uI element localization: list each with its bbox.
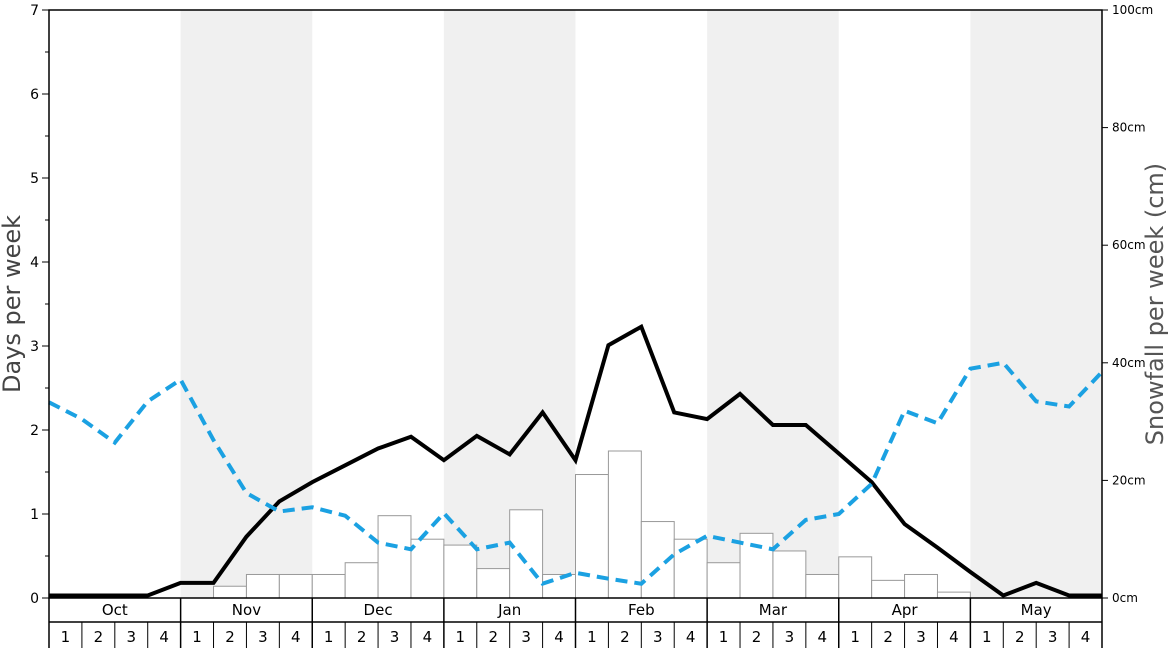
month-label-may: May (1021, 601, 1052, 619)
snowfall-bar (213, 585, 247, 599)
left-tick-label: 1 (30, 507, 39, 523)
month-shade-nov (180, 10, 313, 598)
solid-trend-line (49, 323, 1102, 598)
month-week-table: Oct 1 2 3 4 Nov 1 2 3 4 Dec 1 2 3 4 Jan 1 2 3 4 Feb 1 2 3 4 Mar 1 2… (48, 598, 1103, 648)
snowfall-bar (443, 544, 478, 599)
right-tick-label: 40cm (1112, 356, 1146, 370)
week-label: 3 (126, 628, 136, 646)
month-label-dec: Dec (364, 601, 393, 619)
snowfall-bar (673, 538, 708, 599)
left-axis-label: Days per week (0, 215, 26, 393)
week-label: 4 (423, 628, 433, 646)
snowfall-bar (871, 579, 906, 599)
week-label: 1 (850, 628, 860, 646)
week-label: 1 (61, 628, 71, 646)
left-tick-label: 7 (30, 3, 39, 19)
week-label: 2 (752, 628, 762, 646)
week-label: 4 (949, 628, 959, 646)
week-label: 1 (719, 628, 729, 646)
snowfall-bar (476, 568, 511, 599)
dashed-trend-line (48, 360, 1104, 587)
week-label: 3 (785, 628, 795, 646)
week-label: 1 (324, 628, 334, 646)
week-label: 3 (521, 628, 531, 646)
month-label-jan: Jan (497, 601, 521, 619)
right-axis-label: Snowfall per week (cm) (1141, 163, 1168, 445)
trend-lines (48, 323, 1104, 598)
week-label: 2 (94, 628, 104, 646)
snowfall-bar (344, 562, 379, 599)
snowfall-bar (509, 509, 544, 599)
week-label: 4 (159, 628, 169, 646)
month-shade-mar (707, 10, 839, 598)
snowfall-bar (410, 538, 445, 599)
snowfall-bar (838, 556, 873, 599)
right-axis: 0cm 20cm 40cm 60cm 80cm 100cm (1102, 3, 1153, 605)
month-label-oct: Oct (102, 601, 128, 619)
week-label: 2 (620, 628, 630, 646)
week-label: 4 (554, 628, 564, 646)
week-label: 1 (982, 628, 992, 646)
month-label-feb: Feb (628, 601, 655, 619)
left-tick-label: 3 (30, 339, 39, 355)
week-label: 3 (390, 628, 400, 646)
left-axis: 0 1 2 3 4 5 6 7 (30, 3, 49, 607)
left-tick-label: 5 (30, 171, 39, 187)
left-tick-label: 4 (30, 255, 39, 271)
week-label: 1 (587, 628, 597, 646)
week-label: 2 (883, 628, 893, 646)
week-label: 4 (686, 628, 696, 646)
month-label-nov: Nov (232, 601, 261, 619)
week-label: 3 (1048, 628, 1058, 646)
left-tick-label: 0 (30, 591, 39, 607)
snowfall-bar (377, 515, 412, 599)
right-tick-label: 0cm (1112, 591, 1138, 605)
right-tick-label: 60cm (1112, 238, 1146, 252)
week-label: 2 (357, 628, 367, 646)
snowfall-bar (936, 591, 971, 599)
snowfall-bar (607, 450, 642, 599)
week-label: 3 (653, 628, 663, 646)
snowfall-bar (542, 573, 576, 599)
week-label: 1 (456, 628, 466, 646)
snowfall-bar (311, 573, 346, 599)
month-label-apr: Apr (892, 601, 919, 619)
week-label: 2 (1015, 628, 1025, 646)
left-tick-label: 6 (30, 87, 39, 103)
snowfall-bar (904, 573, 938, 599)
right-tick-label: 100cm (1112, 3, 1153, 17)
snowfall-bar (245, 573, 280, 599)
snowfall-bar (805, 573, 840, 599)
week-label: 2 (488, 628, 498, 646)
week-label: 1 (192, 628, 202, 646)
month-shade-jan (443, 10, 576, 598)
week-label: 3 (258, 628, 268, 646)
snowfall-bar (706, 562, 741, 599)
week-label: 2 (225, 628, 235, 646)
left-tick-label: 2 (30, 423, 39, 439)
week-label: 4 (291, 628, 301, 646)
snowfall-bar (772, 550, 807, 599)
week-label: 4 (818, 628, 828, 646)
month-label-mar: Mar (759, 601, 788, 619)
week-label: 3 (916, 628, 926, 646)
snowfall-bar (278, 573, 313, 599)
week-label: 4 (1081, 628, 1091, 646)
right-tick-label: 20cm (1112, 473, 1146, 487)
snowfall-bar (739, 532, 774, 599)
right-tick-label: 80cm (1112, 121, 1146, 135)
month-shade-may (970, 10, 1102, 598)
month-shading (180, 10, 1102, 598)
